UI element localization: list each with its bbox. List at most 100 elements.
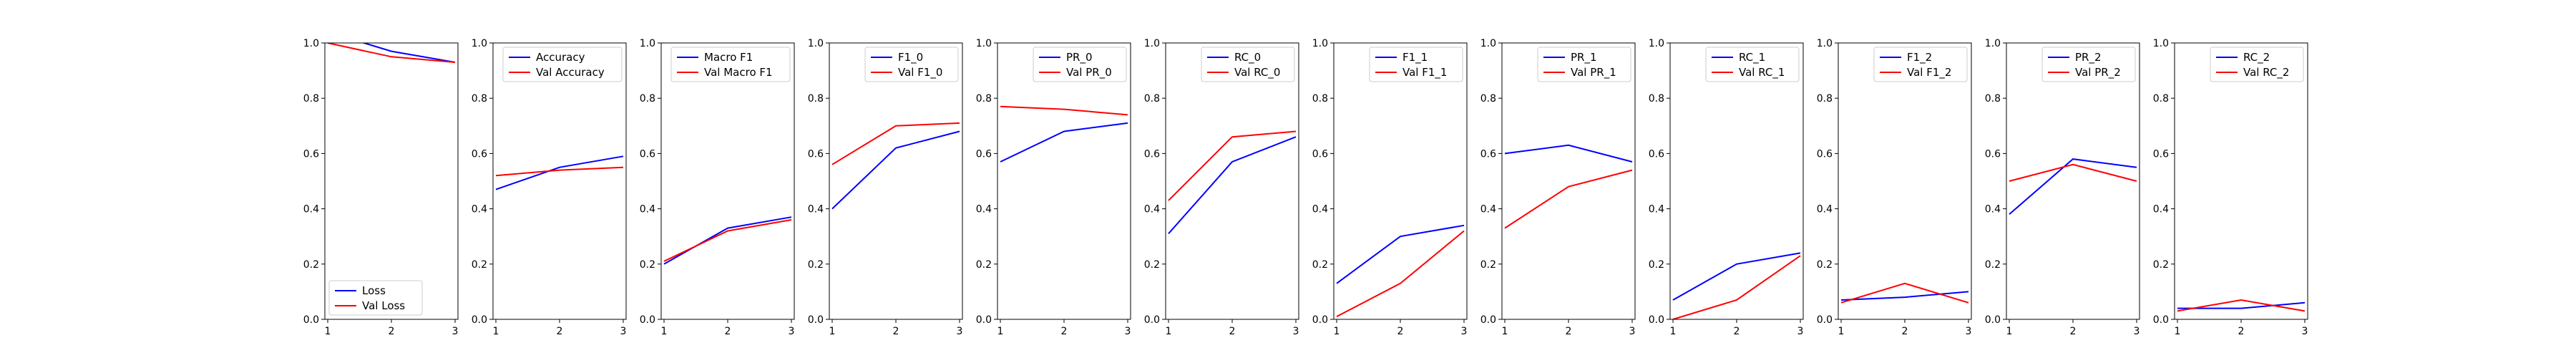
x-tick-label: 2 — [1734, 326, 1740, 337]
legend-label: F1_0 — [898, 51, 923, 64]
series-line-train — [2177, 301, 2306, 309]
y-tick-label: 1.0 — [808, 38, 824, 49]
y-tick-label: 1.0 — [640, 38, 655, 49]
y-tick-label: 0.0 — [303, 314, 319, 326]
series-line-val — [1504, 169, 1633, 229]
legend: F1_0 Val F1_0 — [864, 47, 959, 82]
series-line-train — [1840, 291, 1969, 301]
x-tick-label: 1 — [1838, 326, 1845, 337]
y-tick-label: 0.4 — [472, 204, 487, 216]
y-tick-label: 1.0 — [1144, 38, 1160, 49]
y-tick-label: 0.8 — [1144, 93, 1160, 105]
x-tick-label: 2 — [725, 326, 731, 337]
y-tick-label: 1.0 — [1817, 38, 1833, 49]
y-tick-label: 0.8 — [1649, 93, 1664, 105]
plot-frame — [1838, 42, 1972, 320]
y-tick-label: 0.2 — [303, 259, 319, 271]
x-tick-label: 2 — [1902, 326, 1908, 337]
subplot-3: 0.0 0.2 0.4 0.6 0.8 1.0 1 2 3 Macro F1 Val Macro F… — [640, 38, 795, 337]
x-tick-label: 1 — [325, 326, 331, 337]
plot-frame — [1333, 42, 1468, 320]
y-tick-label: 0.4 — [1312, 204, 1328, 216]
legend-label: F1_1 — [1402, 51, 1428, 64]
y-tick-label: 0.6 — [976, 148, 992, 160]
y-tick-label: 1.0 — [303, 38, 319, 49]
y-tick-label: 0.6 — [1817, 148, 1833, 160]
legend-label: Val PR_2 — [2075, 66, 2121, 79]
series-line-val — [1336, 230, 1465, 317]
series-line-val — [495, 166, 624, 177]
legend-label: Val PR_0 — [1066, 66, 1112, 79]
x-tick-label: 3 — [1293, 326, 1299, 337]
series-line-val — [2177, 299, 2306, 312]
subplot-10: 0.0 0.2 0.4 0.6 0.8 1.0 1 2 3 F1_2 Val F1_2 — [1817, 38, 1972, 337]
y-tick-label: 0.2 — [640, 259, 655, 271]
subplot-1: 0.0 0.2 0.4 0.6 0.8 1.0 1 2 3 Loss Val Loss — [303, 38, 459, 337]
y-tick-label: 0.4 — [808, 204, 824, 216]
series-line-val — [327, 43, 456, 63]
subplot-12: 0.0 0.2 0.4 0.6 0.8 1.0 1 2 3 RC_2 Val RC_2 — [2153, 38, 2308, 337]
y-tick-label: 0.0 — [1649, 314, 1664, 326]
subplot-8: 0.0 0.2 0.4 0.6 0.8 1.0 1 2 3 PR_1 Val PR_1 — [1480, 38, 1636, 337]
y-tick-label: 0.2 — [1985, 259, 2001, 271]
legend-label: Val F1_0 — [898, 66, 942, 79]
y-tick-label: 0.0 — [2153, 314, 2169, 326]
y-tick-label: 0.0 — [808, 314, 824, 326]
y-tick-label: 0.4 — [1985, 204, 2001, 216]
legend-label: Val RC_0 — [1234, 66, 1280, 79]
y-tick-label: 0.2 — [1144, 259, 1160, 271]
x-tick-label: 1 — [1166, 326, 1172, 337]
x-tick-label: 2 — [2070, 326, 2077, 337]
legend-label: PR_2 — [2075, 51, 2102, 64]
y-tick-label: 0.2 — [808, 259, 824, 271]
x-tick-label: 1 — [2006, 326, 2013, 337]
y-tick-label: 0.2 — [472, 259, 487, 271]
legend-label: Val RC_1 — [1739, 66, 1785, 79]
legend-label: Val F1_1 — [1402, 66, 1447, 79]
series-line-val — [1168, 130, 1297, 201]
plot-frame — [1501, 42, 1636, 320]
legend-label: PR_0 — [1066, 51, 1093, 64]
y-tick-label: 0.4 — [1649, 204, 1664, 216]
y-tick-label: 0.6 — [1480, 148, 1496, 160]
y-tick-label: 1.0 — [976, 38, 992, 49]
x-tick-label: 3 — [1461, 326, 1468, 337]
y-tick-label: 0.0 — [1312, 314, 1328, 326]
y-tick-label: 0.4 — [2153, 204, 2169, 216]
legend: RC_0 Val RC_0 — [1201, 47, 1295, 82]
plot-frame — [492, 42, 627, 320]
y-tick-label: 0.0 — [976, 314, 992, 326]
series-line-train — [495, 155, 624, 190]
y-tick-label: 0.2 — [1480, 259, 1496, 271]
legend-label: F1_2 — [1907, 51, 1932, 64]
x-tick-label: 2 — [1229, 326, 1236, 337]
y-tick-label: 0.2 — [1649, 259, 1664, 271]
legend-label: Val F1_2 — [1907, 66, 1951, 79]
x-tick-label: 2 — [2238, 326, 2245, 337]
y-tick-label: 0.4 — [1817, 204, 1833, 216]
series-line-train — [1672, 252, 1801, 301]
y-tick-label: 0.8 — [303, 93, 319, 105]
series-line-val — [1672, 255, 1801, 319]
legend: PR_0 Val PR_0 — [1033, 47, 1127, 82]
y-tick-label: 0.6 — [1649, 148, 1664, 160]
series-line-val — [1840, 282, 1969, 304]
subplot-2: 0.0 0.2 0.4 0.6 0.8 1.0 1 2 3 Accuracy Val Accurac… — [472, 38, 627, 337]
y-tick-label: 0.8 — [1817, 93, 1833, 105]
subplot-5: 0.0 0.2 0.4 0.6 0.8 1.0 1 2 3 PR_0 Val PR_0 — [976, 38, 1131, 337]
y-tick-label: 0.6 — [1144, 148, 1160, 160]
y-tick-label: 0.6 — [1985, 148, 2001, 160]
legend-box — [502, 47, 623, 82]
subplot-6: 0.0 0.2 0.4 0.6 0.8 1.0 1 2 3 RC_0 Val RC_0 — [1144, 38, 1299, 337]
y-tick-label: 0.6 — [2153, 148, 2169, 160]
y-tick-label: 0.2 — [976, 259, 992, 271]
series-line-train — [1504, 144, 1633, 163]
series-line-train — [361, 43, 456, 63]
y-tick-label: 0.0 — [640, 314, 655, 326]
x-tick-label: 3 — [957, 326, 963, 337]
x-tick-label: 1 — [997, 326, 1004, 337]
y-tick-label: 0.2 — [1817, 259, 1833, 271]
y-tick-label: 0.4 — [1144, 204, 1160, 216]
legend: PR_2 Val PR_2 — [2041, 47, 2136, 82]
plot-frame — [660, 42, 795, 320]
